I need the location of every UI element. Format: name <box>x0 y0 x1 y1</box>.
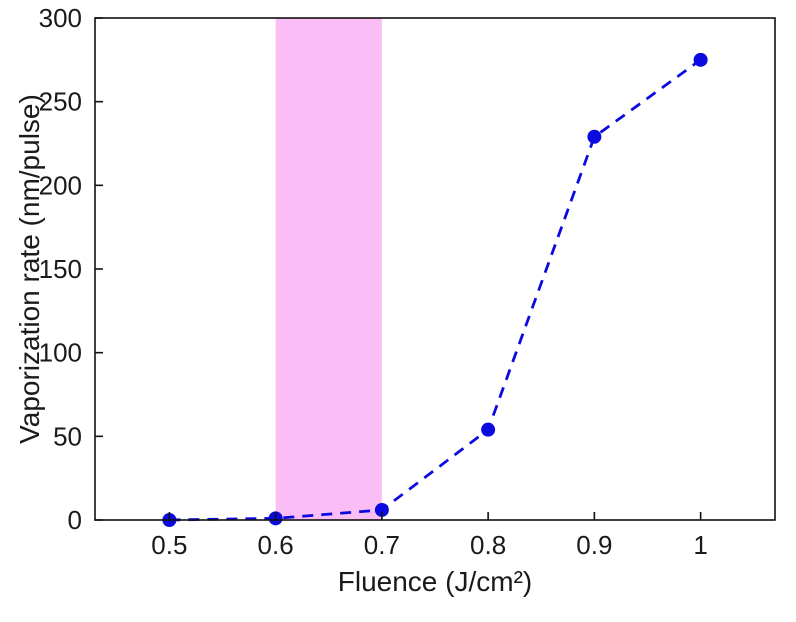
y-tick-label: 200 <box>39 170 82 200</box>
y-tick-label: 0 <box>68 505 82 535</box>
y-tick-label: 250 <box>39 87 82 117</box>
data-point <box>587 129 602 144</box>
data-point <box>693 52 708 67</box>
x-tick-label: 1 <box>693 530 707 560</box>
axes-box <box>94 17 776 521</box>
y-axis-label: Vaporization rate (nm/pulse) <box>14 94 45 444</box>
data-point <box>481 422 496 437</box>
y-tick-label: 50 <box>53 421 82 451</box>
y-tick-label: 300 <box>39 3 82 33</box>
x-tick-label: 0.9 <box>576 530 612 560</box>
x-tick-label: 0.7 <box>364 530 400 560</box>
x-tick-label: 0.5 <box>151 530 187 560</box>
x-tick-label: 0.8 <box>470 530 506 560</box>
highlight-band <box>275 18 382 520</box>
y-tick-label: 150 <box>39 254 82 284</box>
y-tick-label: 100 <box>39 338 82 368</box>
data-point <box>374 502 389 517</box>
x-axis-label: Fluence (J/cm²) <box>337 566 533 597</box>
x-tick-label: 0.6 <box>258 530 294 560</box>
data-line <box>169 58 702 522</box>
